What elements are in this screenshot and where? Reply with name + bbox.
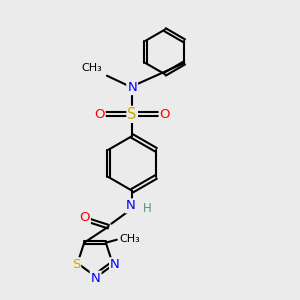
Text: O: O: [94, 108, 105, 121]
Text: O: O: [160, 108, 170, 121]
Text: N: N: [110, 258, 120, 271]
Text: S: S: [128, 107, 137, 122]
Text: H: H: [142, 202, 151, 215]
Text: O: O: [80, 211, 90, 224]
Text: CH₃: CH₃: [82, 63, 102, 73]
Text: N: N: [91, 272, 100, 285]
Text: N: N: [126, 200, 136, 212]
Text: N: N: [127, 81, 137, 94]
Text: CH₃: CH₃: [120, 233, 141, 244]
Text: S: S: [72, 258, 80, 271]
